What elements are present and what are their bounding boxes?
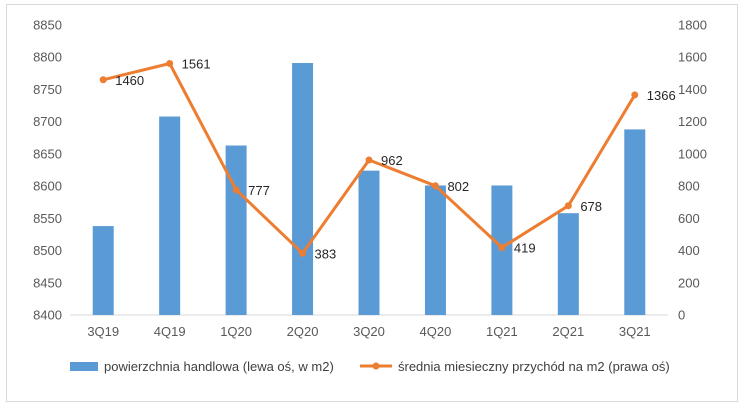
x-axis-tick-label: 1Q21	[486, 324, 518, 339]
right-axis-tick-label: 1400	[678, 82, 707, 97]
legend-line-marker	[372, 362, 380, 370]
right-axis-tick-label: 400	[678, 243, 700, 258]
right-axis-tick-label: 1800	[678, 18, 707, 33]
x-axis-tick-label: 2Q21	[552, 324, 584, 339]
left-axis-tick-label: 8850	[33, 18, 62, 33]
data-label: 777	[248, 183, 270, 198]
bar	[159, 116, 181, 315]
x-axis-tick-label: 3Q19	[87, 324, 119, 339]
legend: powierzchnia handlowa (lewa oś, w m2) śr…	[70, 359, 670, 374]
left-axis-tick-label: 8600	[33, 179, 62, 194]
bar	[424, 185, 446, 315]
line-point	[365, 156, 373, 164]
data-label: 1561	[182, 57, 211, 72]
right-axis-tick-label: 1000	[678, 146, 707, 161]
x-axis-tick-label: 4Q19	[154, 324, 186, 339]
data-label: 802	[447, 179, 469, 194]
label-layer: 1460 1561 777 383 962 802 419 678 1366	[115, 57, 675, 262]
data-label: 678	[580, 199, 602, 214]
bar-layer	[92, 63, 646, 316]
x-axis-tick-label: 1Q20	[220, 324, 252, 339]
line-point	[232, 186, 240, 194]
data-label: 383	[315, 246, 337, 261]
x-axis-tick-label: 4Q20	[420, 324, 452, 339]
legend-line-label: średnia miesieczny przychód na m2 (prawa…	[398, 359, 670, 374]
right-axis-tick-label: 800	[678, 179, 700, 194]
legend-bar-swatch	[70, 362, 98, 371]
right-axis-tick-label: 0	[678, 308, 685, 323]
bar	[358, 170, 380, 315]
bar	[92, 226, 114, 315]
x-axis-tick-label: 3Q20	[353, 324, 385, 339]
line-point	[99, 76, 107, 84]
left-axis-tick-label: 8400	[33, 308, 62, 323]
line-point	[564, 202, 572, 210]
line-layer	[99, 60, 639, 257]
bar	[225, 145, 247, 315]
right-axis-tick-label: 1600	[678, 50, 707, 65]
line-point	[431, 182, 439, 190]
line-point	[498, 243, 506, 251]
bar	[292, 63, 314, 316]
x-axis-tick-label: 3Q21	[619, 324, 651, 339]
right-axis-tick-label: 1200	[678, 114, 707, 129]
data-label: 419	[514, 240, 536, 255]
bar	[624, 129, 646, 315]
left-axis-tick-label: 8450	[33, 275, 62, 290]
left-axis-tick-label: 8800	[33, 50, 62, 65]
legend-bar-label: powierzchnia handlowa (lewa oś, w m2)	[104, 359, 334, 374]
line-point	[299, 249, 307, 257]
left-axis-tick-label: 8500	[33, 243, 62, 258]
right-axis-tick-label: 600	[678, 211, 700, 226]
data-label: 962	[381, 153, 403, 168]
left-axis-tick-label: 8650	[33, 146, 62, 161]
bar	[557, 213, 579, 315]
left-axis-tick-label: 8700	[33, 114, 62, 129]
right-axis-tick-label: 200	[678, 275, 700, 290]
left-axis-tick-label: 8550	[33, 211, 62, 226]
line-point	[166, 60, 174, 68]
data-label: 1460	[115, 73, 144, 88]
x-axis-tick-label: 2Q20	[287, 324, 319, 339]
line-point	[631, 91, 639, 99]
data-label: 1366	[647, 88, 676, 103]
left-axis-tick-label: 8750	[33, 82, 62, 97]
